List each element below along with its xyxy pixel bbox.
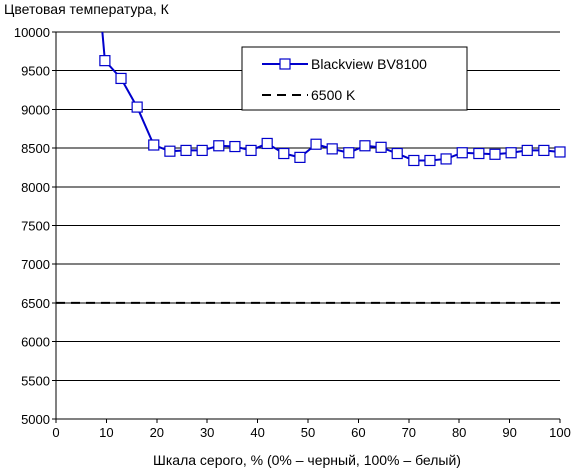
y-tick-label-7500: 7500 [21,219,50,234]
legend-marker-blackview [279,58,291,70]
x-tick-label-90: 90 [502,425,516,440]
data-point-1 [115,72,127,85]
y-tick-label-9000: 9000 [21,102,50,117]
data-point-19 [408,154,420,167]
data-point-24 [489,148,501,160]
data-point-28 [554,146,566,158]
data-point-9 [245,144,257,157]
legend-label-reference: 6500 K [311,87,356,103]
y-tick-label-5000: 5000 [21,412,50,427]
data-point-20 [424,154,436,167]
data-point-4 [164,145,176,157]
x-axis-title: Шкала серого, % (0% – черный, 100% – бел… [153,452,461,468]
data-point-8 [229,140,241,153]
x-tick-label-70: 70 [402,425,416,440]
y-tick-label-6000: 6000 [21,335,50,350]
data-point-17 [375,141,387,153]
y-tick-label-6500: 6500 [21,296,50,311]
data-point-15 [343,147,355,159]
x-tick-label-40: 40 [250,425,264,440]
legend-label-blackview: Blackview BV8100 [311,56,427,72]
x-tick-label-20: 20 [150,425,164,440]
data-point-11 [278,147,290,160]
y-tick-label-5500: 5500 [21,373,50,388]
y-tick-label-8500: 8500 [21,141,50,156]
data-point-26 [521,144,533,157]
data-point-0 [99,55,111,67]
data-point-23 [473,147,485,160]
y-tick-label-8000: 8000 [21,180,50,195]
y-tick-label-9500: 9500 [21,64,50,79]
legend: Blackview BV8100 6500 K [241,46,468,111]
y-tick-label-10000: 10000 [14,25,50,40]
x-tick-label-10: 10 [99,425,113,440]
x-tick-label-30: 30 [200,425,214,440]
data-point-13 [310,138,322,150]
data-point-12 [294,151,306,163]
data-point-16 [359,140,371,152]
data-point-14 [326,143,338,155]
data-point-3 [148,139,160,151]
x-tick-label-60: 60 [351,425,365,440]
data-point-22 [456,147,468,159]
legend-box [241,46,468,111]
x-tick-label-0: 0 [52,425,59,440]
data-point-27 [538,144,550,157]
y-tick-label-7000: 7000 [21,257,50,272]
data-point-6 [196,144,208,157]
data-point-21 [440,153,452,165]
x-tick-label-80: 80 [452,425,466,440]
data-point-25 [505,147,517,159]
main-series-layer [99,31,566,167]
y-axis-title: Цветовая температура, К [4,1,170,17]
data-point-18 [391,147,403,160]
data-point-7 [213,140,225,152]
x-tick-label-100: 100 [549,425,571,440]
y-tick-labels: 5000 5500 6000 6500 7000 7500 8000 8500 9000 9500… [14,25,56,427]
x-tick-labels: 0 10 20 30 40 50 60 70 80 90 100 [52,419,571,440]
x-tick-label-50: 50 [301,425,315,440]
data-point-10 [261,137,273,150]
data-point-5 [180,144,192,157]
data-point-2 [131,101,143,113]
